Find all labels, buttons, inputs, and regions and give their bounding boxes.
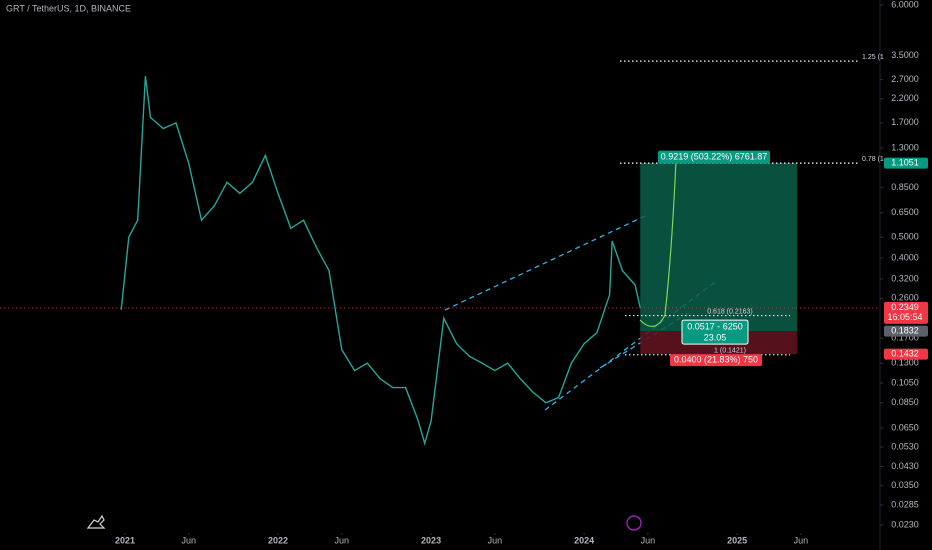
x-tick-label: Jun xyxy=(488,535,503,545)
target-label: 0.9219 (503.22%) 6761.87 xyxy=(661,151,768,161)
x-tick-label: 2025 xyxy=(727,535,747,545)
y-tick-label: 0.4000 xyxy=(891,252,919,262)
x-tick-label: Jun xyxy=(181,535,196,545)
stop-label: 0.0400 (21.83%) 750 xyxy=(674,354,758,364)
x-tick-label: 2024 xyxy=(574,535,594,545)
price-tag xyxy=(884,301,928,324)
target-zone xyxy=(640,163,798,332)
y-tick-label: 0.1050 xyxy=(891,377,919,387)
stop-label-box xyxy=(670,354,762,367)
events-icon[interactable] xyxy=(626,515,642,531)
x-tick-label: 2023 xyxy=(421,535,441,545)
y-tick-label: 0.2600 xyxy=(891,293,919,303)
target-label-box xyxy=(658,150,770,164)
y-tick-label: 0.0350 xyxy=(891,480,919,490)
y-tick-label: 0.0850 xyxy=(891,397,919,407)
price-tag xyxy=(884,325,928,337)
entry-box xyxy=(681,319,749,345)
y-tick-label: 0.0285 xyxy=(891,499,919,509)
countdown: 16:05:54 xyxy=(887,312,922,322)
price-tag-label: 0.1432 xyxy=(891,348,919,358)
y-tick-label: 1.3000 xyxy=(891,142,919,152)
y-tick-label: 0.8500 xyxy=(891,182,919,192)
x-tick-label: 2021 xyxy=(115,535,135,545)
y-tick-label: 0.1300 xyxy=(891,357,919,367)
x-tick-label: Jun xyxy=(641,535,656,545)
y-tick-label: 0.0650 xyxy=(891,422,919,432)
x-tick-label: Jun xyxy=(794,535,809,545)
fib-label: 1 (0.1421) xyxy=(714,348,746,355)
x-tick-label: Jun xyxy=(335,535,350,545)
x-tick-label: 2022 xyxy=(268,535,288,545)
fib-label: 0.78 (1 xyxy=(862,156,884,163)
y-tick-label: 6.0000 xyxy=(891,0,919,9)
y-tick-label: 2.2000 xyxy=(891,93,919,103)
fib-label: 0.618 (0.2163) xyxy=(707,308,753,315)
price-tag-label: 0.1832 xyxy=(891,325,919,335)
price-tag-label: 1.1051 xyxy=(891,157,919,167)
y-tick-label: 0.0230 xyxy=(891,519,919,529)
y-tick-label: 1.7000 xyxy=(891,117,919,127)
price-tag xyxy=(884,348,928,360)
logo xyxy=(86,514,106,529)
y-tick-label: 0.5000 xyxy=(891,232,919,242)
fib-label: 1.25 (1 xyxy=(862,54,884,61)
chart-title: GRT / TetherUS, 1D, BINANCE xyxy=(6,3,131,13)
y-tick-label: 0.1700 xyxy=(891,332,919,342)
price-line-series xyxy=(120,76,641,447)
y-tick-label: 0.0530 xyxy=(891,441,919,451)
entry-label: 0.0517 - 6250 xyxy=(687,321,743,331)
ratio-label: 23.05 xyxy=(704,332,727,342)
y-tick-label: 0.6500 xyxy=(891,207,919,217)
projection xyxy=(639,159,677,327)
y-tick-label: 0.0430 xyxy=(891,461,919,471)
y-tick-label: 0.3200 xyxy=(891,273,919,283)
channel-upper xyxy=(444,215,646,311)
y-tick-label: 2.7000 xyxy=(891,74,919,84)
price-tag-label: 0.2349 xyxy=(891,302,919,312)
y-tick-label: 3.5000 xyxy=(891,50,919,60)
price-tag xyxy=(884,157,928,169)
